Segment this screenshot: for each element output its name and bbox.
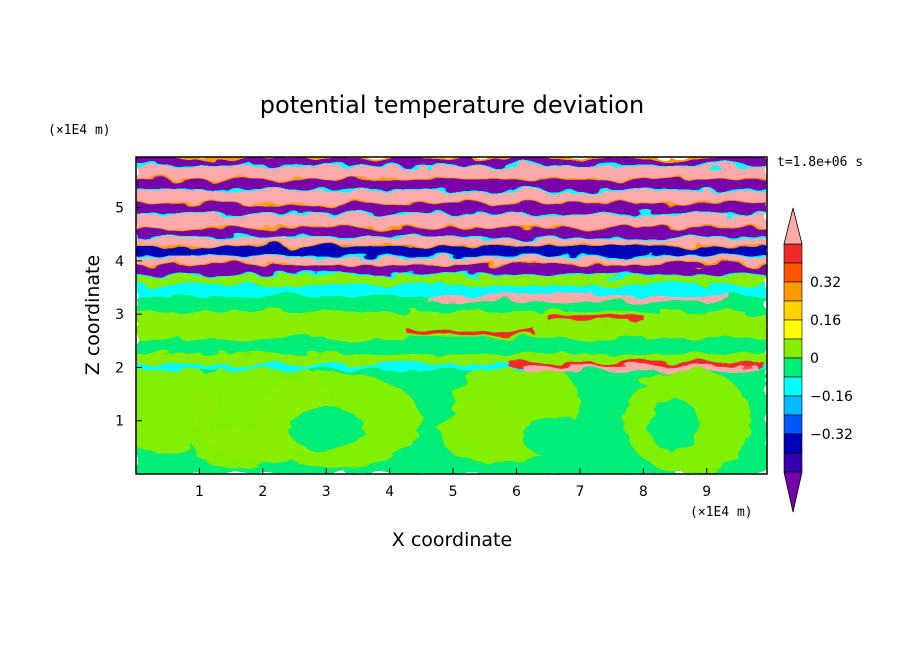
colorbar-segment [783, 281, 803, 302]
chart-title: potential temperature deviation [260, 91, 644, 119]
colorbar-segment [783, 319, 803, 340]
colorbar-segment [783, 243, 803, 264]
inner-hole [649, 399, 701, 453]
x-unit-label: (×1E4 m) [690, 505, 753, 520]
cyan-band [136, 284, 767, 296]
y-unit-label: (×1E4 m) [48, 123, 111, 138]
upper-band [136, 202, 767, 213]
band-edge [136, 211, 767, 215]
x-axis-ticks: 1 2 3 4 5 6 7 8 9 [195, 468, 711, 500]
low-blob [193, 426, 282, 469]
band-edge [136, 243, 767, 247]
plot-frame [135, 156, 768, 475]
band-edge [136, 254, 767, 258]
y-tick-label: 1 [115, 414, 124, 430]
colorbar-segment [783, 300, 803, 321]
y-tick-label: 2 [115, 360, 124, 376]
band-edge [136, 177, 767, 180]
inner-hole [522, 415, 587, 459]
y-axis-label: Z coordinate [82, 255, 104, 375]
colorbar-segment [783, 433, 803, 454]
band-edge [136, 273, 767, 276]
colorbar-tick-label: 0 [810, 351, 819, 367]
upper-band [136, 212, 767, 227]
upper-band [136, 226, 767, 237]
inner-hole [288, 407, 365, 451]
colorbar-segment [783, 376, 803, 397]
x-tick-label: 3 [322, 484, 331, 500]
cyan-line [136, 364, 767, 370]
red-filament [408, 330, 536, 336]
y-tick-label: 3 [115, 307, 124, 323]
upper-band [136, 157, 767, 165]
upper-band [136, 274, 767, 285]
colorbar-under-arrow [783, 471, 803, 513]
y-tick-label: 5 [115, 201, 124, 217]
y-tick-label: 4 [115, 254, 124, 270]
colorbar-segment [783, 452, 803, 473]
band-edge [136, 225, 767, 228]
colorbar-segment [783, 357, 803, 378]
y-axis-ticks: 1 2 3 4 5 [115, 201, 142, 430]
x-tick-label: 4 [385, 484, 394, 500]
low-blob [440, 399, 530, 464]
x-tick-label: 6 [512, 484, 521, 500]
upper-band [136, 188, 767, 203]
band-edge [136, 235, 767, 239]
band-edge [136, 187, 767, 191]
colorbar-tick-label: −0.32 [810, 427, 853, 443]
colorbar-segment [783, 395, 803, 416]
red-streak [510, 362, 764, 369]
x-tick-label: 2 [258, 484, 267, 500]
colorbar-tick-label: 0.16 [810, 313, 841, 329]
band-edge [136, 163, 767, 167]
x-axis-label: X coordinate [392, 529, 512, 551]
upper-band [136, 164, 767, 179]
colorbar-tick-label: 0.32 [810, 275, 841, 291]
contour-field [136, 157, 767, 474]
band-edge [136, 262, 767, 266]
colorbar: 0.32 0.16 0 −0.16 −0.32 [783, 207, 853, 513]
colorbar-segment [783, 262, 803, 283]
red-filament [548, 315, 644, 321]
upper-band [136, 244, 767, 256]
pink-streak [427, 295, 733, 302]
band-edge [136, 201, 767, 204]
x-tick-label: 9 [702, 484, 711, 500]
x-tick-label: 5 [449, 484, 458, 500]
x-tick-label: 8 [639, 484, 648, 500]
colorbar-segment [783, 414, 803, 435]
upper-band [136, 263, 767, 275]
upper-band [136, 178, 767, 189]
upper-band [136, 255, 767, 264]
x-tick-label: 7 [575, 484, 584, 500]
colorbar-tick-label: −0.16 [810, 389, 853, 405]
colorbar-segment [783, 338, 803, 359]
time-label: t=1.8e+06 s [777, 155, 863, 170]
x-tick-label: 1 [195, 484, 204, 500]
colorbar-over-arrow [783, 207, 803, 245]
pink-streak [522, 365, 758, 370]
upper-band [136, 236, 767, 245]
